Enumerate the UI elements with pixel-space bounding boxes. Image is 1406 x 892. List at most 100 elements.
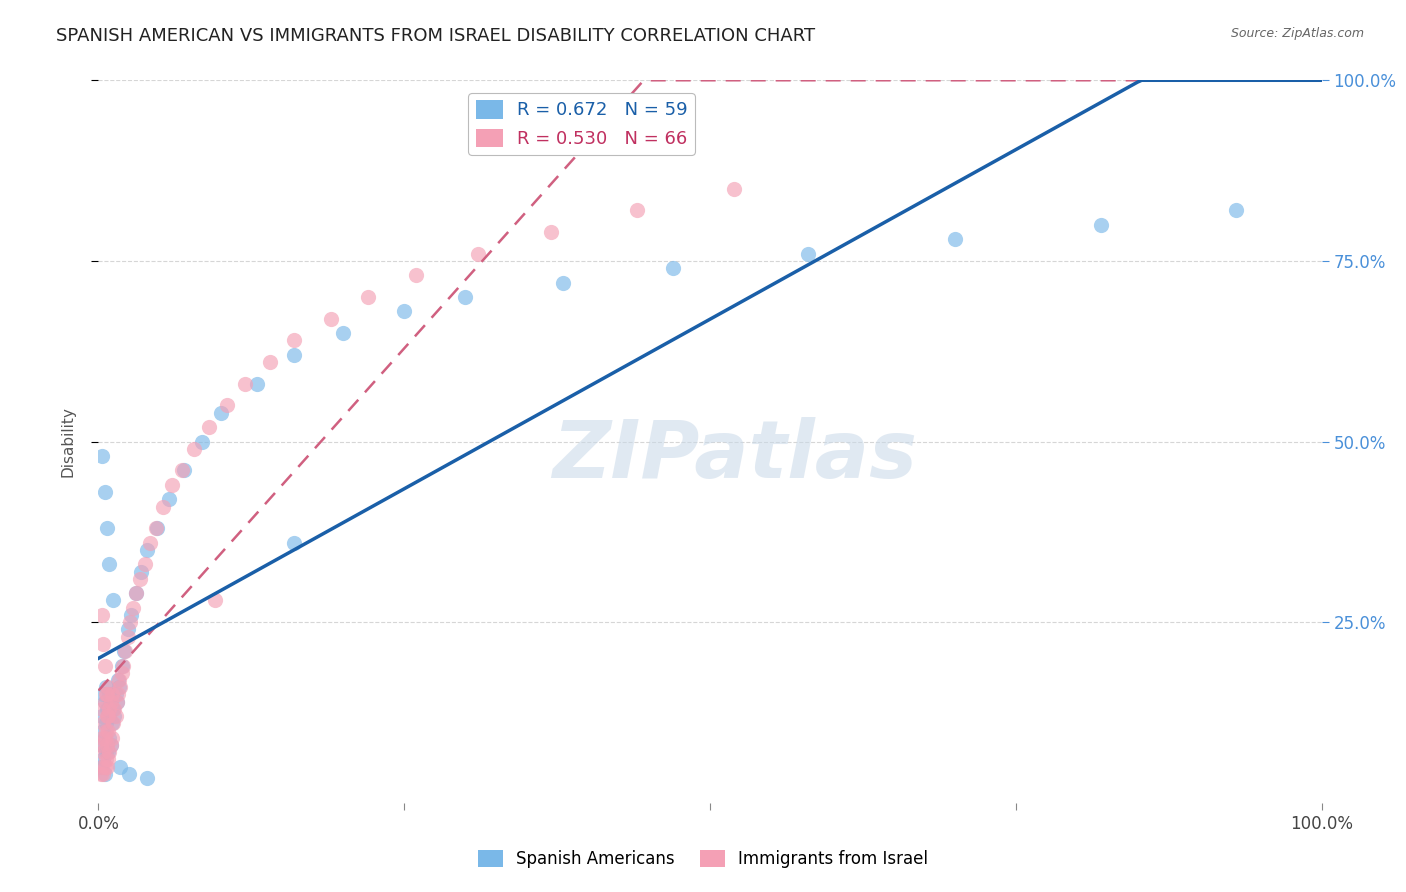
Point: [134, 558, 156, 572]
Point: [114, 644, 136, 658]
Point: [97, 745, 120, 759]
Point: [91, 637, 114, 651]
Point: [101, 687, 124, 701]
Point: [98, 745, 121, 759]
Point: [98, 687, 121, 701]
Point: [90, 760, 112, 774]
Point: [91, 723, 114, 738]
Point: [100, 695, 122, 709]
Point: [96, 687, 118, 701]
Point: [101, 716, 124, 731]
Point: [136, 771, 159, 785]
Point: [139, 535, 162, 549]
Point: [91, 767, 114, 781]
Point: [97, 709, 120, 723]
Point: [283, 535, 305, 549]
Point: [91, 709, 114, 723]
Point: [797, 246, 820, 260]
Point: [93, 485, 115, 500]
Point: [94, 745, 117, 759]
Point: [91, 449, 114, 463]
Point: [117, 623, 139, 637]
Point: [233, 376, 256, 391]
Point: [94, 716, 117, 731]
Point: [170, 463, 193, 477]
Point: [129, 572, 152, 586]
Point: [107, 673, 129, 687]
Point: [467, 246, 489, 260]
Point: [105, 695, 128, 709]
Point: [117, 630, 139, 644]
Point: [94, 723, 117, 738]
Point: [112, 644, 135, 658]
Point: [110, 760, 132, 774]
Point: [91, 687, 114, 701]
Point: [107, 687, 129, 701]
Point: [93, 658, 115, 673]
Point: [283, 334, 305, 348]
Point: [91, 752, 114, 766]
Point: [111, 658, 134, 673]
Point: [943, 232, 966, 246]
Point: [91, 716, 114, 731]
Point: [98, 731, 121, 745]
Point: [93, 760, 115, 774]
Y-axis label: Disability: Disability: [60, 406, 76, 477]
Point: [160, 478, 183, 492]
Point: [91, 760, 114, 774]
Point: [1225, 203, 1247, 218]
Point: [111, 658, 134, 673]
Point: [93, 695, 115, 709]
Point: [120, 607, 142, 622]
Point: [259, 355, 281, 369]
Point: [157, 492, 180, 507]
Point: [96, 702, 118, 716]
Point: [94, 687, 117, 701]
Legend: Spanish Americans, Immigrants from Israel: Spanish Americans, Immigrants from Israe…: [471, 843, 935, 875]
Point: [101, 716, 124, 731]
Point: [136, 542, 159, 557]
Point: [93, 731, 115, 745]
Point: [96, 709, 118, 723]
Point: [125, 586, 148, 600]
Point: [105, 695, 128, 709]
Point: [129, 565, 152, 579]
Point: [197, 420, 219, 434]
Point: [100, 695, 122, 709]
Point: [108, 680, 131, 694]
Point: [332, 326, 354, 340]
Point: [1090, 218, 1112, 232]
Point: [215, 398, 238, 412]
Point: [91, 745, 114, 759]
Point: [96, 738, 118, 752]
Point: [93, 695, 115, 709]
Point: [103, 702, 125, 716]
Point: [626, 203, 648, 218]
Point: [97, 680, 120, 694]
Point: [97, 752, 120, 766]
Point: [90, 767, 112, 781]
Point: [98, 558, 121, 572]
Point: [91, 738, 114, 752]
Point: [405, 268, 427, 283]
Point: [96, 521, 118, 535]
Point: [204, 593, 226, 607]
Point: [319, 311, 342, 326]
Point: [94, 752, 117, 766]
Text: Source: ZipAtlas.com: Source: ZipAtlas.com: [1230, 27, 1364, 40]
Point: [96, 760, 118, 774]
Point: [173, 463, 195, 477]
Point: [183, 442, 205, 456]
Point: [111, 665, 134, 680]
Point: [356, 290, 378, 304]
Point: [283, 348, 305, 362]
Point: [108, 673, 131, 687]
Point: [540, 225, 562, 239]
Point: [104, 687, 127, 701]
Text: SPANISH AMERICAN VS IMMIGRANTS FROM ISRAEL DISABILITY CORRELATION CHART: SPANISH AMERICAN VS IMMIGRANTS FROM ISRA…: [56, 27, 815, 45]
Point: [100, 738, 122, 752]
Point: [110, 680, 132, 694]
Point: [100, 738, 122, 752]
Point: [209, 406, 232, 420]
Legend: R = 0.672   N = 59, R = 0.530   N = 66: R = 0.672 N = 59, R = 0.530 N = 66: [468, 93, 695, 155]
